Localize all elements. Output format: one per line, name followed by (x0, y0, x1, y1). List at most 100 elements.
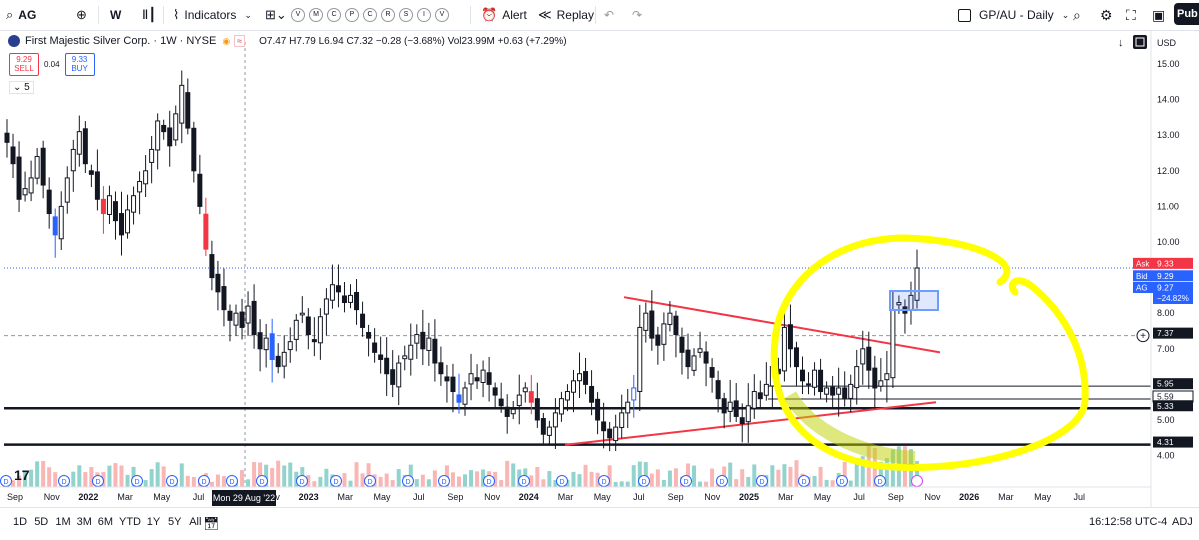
volume-bar (282, 465, 287, 487)
indicator-chip-4[interactable]: C (363, 8, 377, 22)
volume-bar (595, 472, 600, 487)
candle-body (757, 392, 763, 400)
candle-body (251, 300, 257, 336)
x-tick-label: Sep (447, 492, 463, 502)
chart-type-button[interactable]: Ⅱ┃ (142, 0, 161, 30)
x-tick-label: Nov (484, 492, 501, 502)
replay-label: Replay (556, 8, 594, 22)
alert-label: Alert (502, 8, 527, 22)
candle-body (516, 394, 522, 407)
indicator-chip-3[interactable]: P (345, 8, 359, 22)
volume-bar (276, 460, 281, 487)
volume-bar (824, 479, 829, 487)
dividend-label: D (333, 479, 338, 486)
range-3m[interactable]: 3M (76, 516, 92, 528)
candle-body (637, 326, 643, 392)
candle-body (22, 188, 28, 196)
fullscreen-button[interactable]: ⛶ (1126, 0, 1136, 30)
camera-icon: ▣ (1152, 6, 1166, 23)
indicator-chip-5[interactable]: R (381, 8, 395, 22)
x-tick-label: May (373, 492, 391, 502)
undo-button[interactable]: ↶ (604, 0, 614, 30)
interval-button[interactable]: W (110, 8, 122, 22)
redo-button[interactable]: ↷ (632, 0, 642, 30)
dividend-label: D (299, 479, 304, 486)
candle-body (613, 426, 619, 442)
replay-button[interactable]: ≪ Replay (538, 0, 594, 30)
indicators-button[interactable]: ⌇ Indicators ⌄ (173, 0, 252, 30)
candle-body (480, 369, 486, 384)
candle-body (173, 113, 179, 141)
candle-body (812, 369, 818, 388)
candle-body (131, 195, 137, 213)
indicator-chip-0[interactable]: V (291, 8, 305, 22)
candle-body (806, 383, 812, 386)
adjust-toggle[interactable]: ADJ (1172, 516, 1193, 528)
compare-button[interactable]: ⊕ (76, 0, 92, 30)
volume-bar (589, 471, 594, 487)
clock-readout[interactable]: 16:12:58 UTC-4 (1089, 516, 1168, 528)
indicator-chip-6[interactable]: S (399, 8, 413, 22)
x-tick-label: Mar (117, 492, 133, 502)
candle-body (119, 213, 125, 236)
candle-body (649, 310, 655, 339)
volume-bar (23, 471, 28, 487)
candle-body (679, 336, 685, 353)
quick-search-button[interactable]: ⌕ (1073, 0, 1081, 30)
symbol-search[interactable]: ⌕ AG (6, 0, 36, 30)
x-tick-label: Jul (413, 492, 425, 502)
x-tick-label: Nov (924, 492, 941, 502)
x-tick-label: 2025 (739, 492, 759, 502)
range-1d[interactable]: 1D (13, 516, 28, 528)
indicator-chip-1[interactable]: M (309, 8, 323, 22)
candle-body (745, 405, 751, 423)
date-range-button[interactable]: 📅︎ (203, 516, 220, 532)
volume-bar (318, 476, 323, 487)
sell-button[interactable]: 9.29 SELL (9, 53, 39, 76)
dividend-label: D (405, 479, 410, 486)
templates-button[interactable]: ⊞⌄ (265, 0, 292, 30)
dividend-label: D (169, 479, 174, 486)
indicator-chip-2[interactable]: C (327, 8, 341, 22)
candle-body (16, 156, 22, 200)
candle-body (402, 355, 408, 360)
candle-body (390, 369, 396, 385)
range-1m[interactable]: 1M (55, 516, 71, 528)
range-5d[interactable]: 5D (34, 516, 49, 528)
indicator-chip-8[interactable]: V (435, 8, 449, 22)
candle-body (185, 92, 191, 129)
candle-body (408, 344, 414, 360)
low-value: L6.94 (318, 35, 344, 47)
alert-button[interactable]: ⏰ Alert (481, 0, 527, 30)
settings-button[interactable]: ⚙ (1100, 0, 1113, 30)
candle-body (504, 406, 510, 417)
time-axis: Sep Nov 2022 Mar May Jul Sep Nov 2023 Mar May Jul Se… (0, 486, 1151, 506)
indicator-chip-7[interactable]: I (417, 8, 431, 22)
candle-body (335, 285, 341, 293)
buy-button[interactable]: 9.33 BUY (64, 53, 95, 76)
range-5y[interactable]: 5Y (168, 516, 182, 528)
range-ytd[interactable]: YTD (119, 516, 141, 528)
layout-selector[interactable]: GP/AU - Daily ⌄ (958, 0, 1069, 30)
sell-price: 9.29 (16, 55, 32, 64)
range-all[interactable]: All (189, 516, 202, 528)
candle-body (492, 387, 498, 396)
candle-body (52, 216, 58, 236)
flag-icon[interactable]: ◉ (222, 35, 231, 46)
market-status-icon[interactable]: ≈ (234, 35, 246, 47)
range-1y[interactable]: 1Y (146, 516, 161, 528)
candle-body (727, 401, 733, 412)
range-6m[interactable]: 6M (97, 516, 114, 528)
snapshot-button[interactable]: ▣ (1152, 0, 1165, 30)
volume-bar (288, 462, 293, 487)
indicators-toggle[interactable]: ⌄ 5 (9, 81, 34, 94)
candle-body (721, 398, 727, 414)
undo-icon: ↶ (604, 8, 615, 22)
annotations (770, 234, 1089, 471)
volume-bar (83, 472, 88, 487)
publish-button[interactable]: Pub (1174, 3, 1199, 25)
dividend-label: D (259, 479, 264, 486)
dividend-label: D (683, 479, 688, 486)
